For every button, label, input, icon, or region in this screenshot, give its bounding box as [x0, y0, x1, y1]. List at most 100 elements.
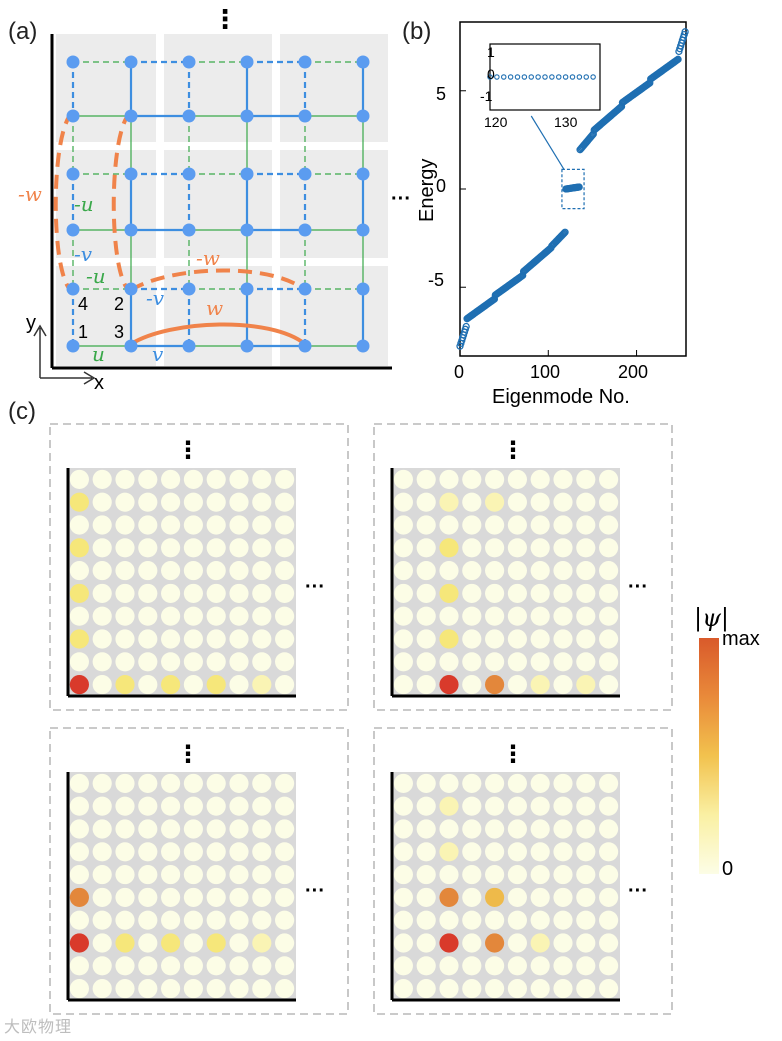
mode-site [69, 652, 89, 672]
mode-site [69, 773, 89, 793]
mode-site [462, 606, 482, 626]
mode-site [161, 606, 181, 626]
mode-site [553, 652, 573, 672]
mode-site [161, 887, 181, 907]
mode-site [439, 842, 459, 862]
mode-site [599, 652, 619, 672]
mode-site [553, 956, 573, 976]
coupling-curve-neg-w-top [129, 268, 307, 292]
lattice-ellipsis-top: ⋮ [212, 4, 238, 34]
mode-site [576, 773, 596, 793]
mode-site [416, 910, 436, 930]
spectrum-ytick-neg5: -5 [428, 270, 445, 290]
mode-site [599, 796, 619, 816]
coupling-label-w-bottom: w [206, 296, 224, 320]
inset-point [514, 74, 521, 80]
mode-site [252, 561, 272, 581]
mode-site [485, 469, 505, 489]
mode-site [138, 652, 158, 672]
axis-label-y: y [26, 312, 36, 334]
inset-xtick-130: 130 [554, 114, 578, 130]
lattice-site [182, 55, 196, 69]
inset-point [583, 74, 589, 80]
mode-site [183, 652, 203, 672]
mode-site [576, 865, 596, 885]
mode-site [229, 842, 249, 862]
mode-site [599, 865, 619, 885]
mode-site [553, 773, 573, 793]
lattice-site [66, 55, 80, 69]
mode-site [161, 933, 181, 953]
mode-site [92, 796, 112, 816]
mode-site [115, 561, 135, 581]
mode-site [416, 887, 436, 907]
mode-site [138, 887, 158, 907]
mode-site [530, 469, 550, 489]
spectrum-ytick-0: 0 [436, 176, 447, 196]
inset-point [528, 74, 534, 80]
panel-label-b: (b) [402, 18, 432, 45]
mode-site [183, 538, 203, 558]
mode-site [530, 675, 550, 695]
mode-site [229, 629, 249, 649]
mode-site [485, 796, 505, 816]
lattice-site [124, 223, 138, 237]
mode-site [229, 933, 249, 953]
mode-site [161, 629, 181, 649]
lattice-site [182, 339, 196, 353]
eigenvalue-point [462, 322, 470, 331]
site-number-3: 3 [114, 322, 125, 342]
mode-site [92, 819, 112, 839]
lattice-site [240, 109, 254, 123]
mode-site [229, 561, 249, 581]
mode-panel-frame [49, 423, 349, 711]
mode-site [599, 606, 619, 626]
mode-site [485, 819, 505, 839]
mode-site [138, 865, 158, 885]
mode-site [462, 561, 482, 581]
mode-site [92, 469, 112, 489]
mode-site [530, 773, 550, 793]
mode-site [576, 561, 596, 581]
mode-site [576, 933, 596, 953]
mode-site [275, 538, 295, 558]
mode-site [206, 956, 226, 976]
site-number-1: 1 [78, 322, 89, 342]
inset-ytick-neg1: -1 [480, 88, 493, 104]
coupling-label-neg-v-left: -v [74, 242, 93, 266]
mode-site [576, 583, 596, 603]
mode-site [507, 652, 527, 672]
mode-site [462, 773, 482, 793]
mode-site [553, 933, 573, 953]
mode-site [275, 865, 295, 885]
mode-site [507, 675, 527, 695]
mode-site [439, 773, 459, 793]
coupling-label-neg-w-top: -w [196, 246, 220, 270]
mode-site [183, 887, 203, 907]
mode-site [92, 492, 112, 512]
mode-site [599, 561, 619, 581]
mode-site [416, 538, 436, 558]
eigenvalue-point [674, 55, 682, 63]
mode-site [485, 561, 505, 581]
mode-site [439, 629, 459, 649]
mode-site [115, 865, 135, 885]
mode-site [161, 675, 181, 695]
lattice-ellipsis-right: ··· [391, 188, 411, 210]
mode-site [439, 910, 459, 930]
mode-site [206, 629, 226, 649]
mode-site [530, 933, 550, 953]
mode-site [69, 979, 89, 999]
mode-site [439, 492, 459, 512]
mode-site [252, 515, 272, 535]
mode-site [206, 469, 226, 489]
mode-site [161, 773, 181, 793]
mode-site [69, 933, 89, 953]
mode-site [416, 492, 436, 512]
mode-site [462, 865, 482, 885]
mode-site [439, 538, 459, 558]
mode-site [599, 675, 619, 695]
